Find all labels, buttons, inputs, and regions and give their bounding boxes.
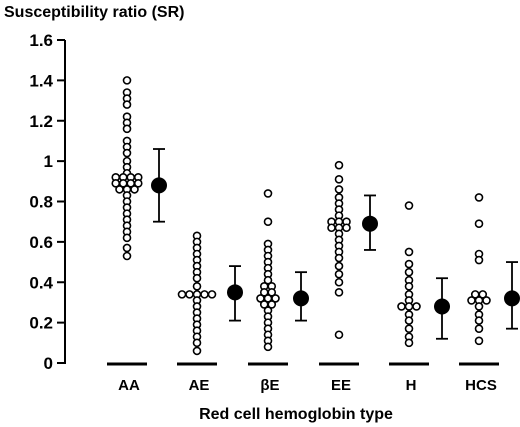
data-point bbox=[263, 275, 273, 285]
data-point bbox=[404, 281, 414, 291]
data-point bbox=[412, 302, 421, 311]
data-point bbox=[482, 296, 491, 305]
data-point bbox=[192, 273, 202, 283]
y-tick-label: 0.8 bbox=[29, 193, 53, 212]
data-point bbox=[334, 253, 344, 263]
data-point bbox=[404, 201, 414, 210]
plot-area: AA AE βE EE H HCS bbox=[107, 76, 520, 394]
mean-marker bbox=[151, 177, 167, 194]
data-point bbox=[122, 243, 132, 253]
data-point bbox=[334, 261, 344, 271]
data-point bbox=[334, 185, 344, 194]
mean-marker bbox=[293, 290, 309, 307]
data-point bbox=[122, 100, 132, 109]
data-point bbox=[474, 324, 484, 333]
data-point bbox=[404, 302, 414, 311]
data-point bbox=[334, 174, 344, 184]
data-point bbox=[192, 338, 202, 348]
data-point bbox=[122, 124, 132, 134]
mean-marker bbox=[362, 215, 378, 232]
data-point bbox=[474, 193, 484, 202]
data-point bbox=[133, 179, 143, 188]
data-point bbox=[115, 185, 124, 194]
data-point bbox=[263, 342, 273, 352]
x-category-label: AA bbox=[118, 377, 140, 394]
x-category-label: HCS bbox=[465, 377, 497, 394]
data-point bbox=[342, 223, 351, 233]
data-point bbox=[474, 219, 484, 229]
data-point bbox=[474, 316, 484, 325]
y-tick-label: 1.2 bbox=[29, 112, 53, 131]
data-point bbox=[207, 290, 217, 299]
data-point bbox=[334, 288, 344, 297]
data-point bbox=[478, 290, 488, 299]
data-point bbox=[334, 330, 344, 340]
data-point bbox=[122, 76, 132, 85]
data-point bbox=[263, 217, 273, 226]
y-tick-label: 0.6 bbox=[29, 233, 53, 252]
data-point bbox=[404, 247, 414, 257]
y-tick-label: 1 bbox=[44, 152, 53, 171]
mean-marker bbox=[227, 284, 243, 301]
x-category-label: H bbox=[406, 377, 417, 394]
data-point bbox=[334, 160, 344, 170]
data-point bbox=[192, 346, 202, 356]
data-point bbox=[200, 290, 209, 299]
data-point bbox=[334, 269, 344, 279]
mean-marker bbox=[504, 290, 520, 307]
data-point bbox=[327, 223, 336, 233]
data-point bbox=[334, 277, 344, 287]
y-axis: 0 0.2 0.4 0.6 0.8 1 1.2 1.4 1.6 bbox=[29, 31, 66, 373]
x-category-label: AE bbox=[189, 377, 210, 394]
chart-title: Susceptibility ratio (SR) bbox=[4, 4, 184, 21]
x-category-label: βE bbox=[260, 377, 279, 394]
data-point bbox=[263, 189, 273, 198]
data-point bbox=[192, 281, 202, 291]
data-point bbox=[271, 294, 280, 303]
data-point bbox=[267, 288, 277, 297]
data-point bbox=[404, 338, 414, 348]
y-tick-label: 0.2 bbox=[29, 314, 53, 333]
data-point bbox=[122, 233, 132, 243]
data-point bbox=[467, 296, 476, 305]
data-point bbox=[404, 267, 414, 277]
x-axis-label: Red cell hemoglobin type bbox=[199, 406, 393, 423]
data-point bbox=[474, 255, 484, 265]
data-point bbox=[397, 302, 406, 311]
data-point bbox=[185, 290, 194, 299]
y-tick-label: 1.6 bbox=[29, 31, 53, 50]
data-point bbox=[404, 324, 414, 333]
data-point bbox=[177, 290, 187, 299]
data-point bbox=[122, 148, 132, 158]
data-point bbox=[122, 251, 132, 261]
data-point bbox=[130, 185, 139, 194]
data-point bbox=[267, 300, 277, 309]
mean-marker bbox=[434, 298, 450, 315]
data-point bbox=[404, 259, 414, 269]
y-tick-label: 0 bbox=[44, 354, 53, 373]
data-point bbox=[404, 316, 414, 325]
x-category-label: EE bbox=[331, 377, 351, 394]
y-tick-label: 0.4 bbox=[29, 273, 53, 292]
data-point bbox=[474, 302, 484, 311]
y-tick-label: 1.4 bbox=[29, 71, 53, 90]
data-point bbox=[474, 336, 484, 346]
